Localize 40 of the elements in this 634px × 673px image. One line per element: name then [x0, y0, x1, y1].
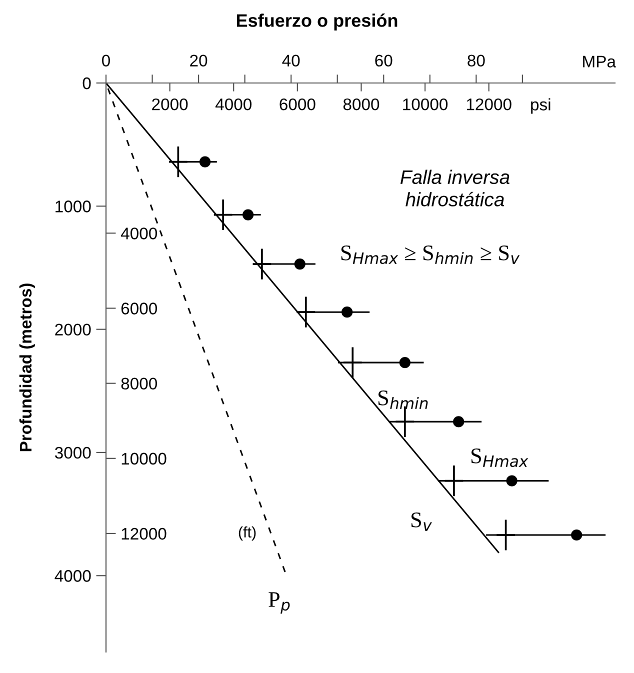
- x-tick-label: 40: [282, 54, 300, 67]
- annotation: Falla inversa hidrostática: [400, 170, 510, 206]
- point: [571, 529, 582, 541]
- x-tick-label: 60: [375, 54, 392, 67]
- point: [453, 416, 464, 428]
- y-tick-label: 0: [82, 77, 91, 90]
- annotation: S$_{v}$: [411, 512, 432, 531]
- y2-tick-label: 8000: [121, 378, 158, 390]
- x-tick-label: 80: [468, 54, 485, 67]
- x2-tick-label: 6000: [280, 98, 316, 110]
- y-axis-title: Profundidad (metros): [19, 284, 35, 452]
- x2-tick-label: 4000: [215, 98, 252, 110]
- y2-tick-label: 4000: [120, 228, 158, 240]
- y2-tick-label: 10000: [122, 452, 166, 465]
- point: [242, 209, 254, 220]
- point: [294, 258, 306, 270]
- x2-tick-label: 2000: [152, 98, 188, 110]
- point: [399, 357, 410, 368]
- y-tick-label: 1000: [56, 200, 91, 212]
- point: [199, 156, 211, 168]
- x-tick-label: 20: [190, 54, 208, 67]
- x-tick-label: 0: [102, 54, 110, 67]
- x2-axis-title: psi: [531, 98, 550, 114]
- y2-axis-title: (ft): [238, 526, 256, 541]
- point: [506, 475, 518, 486]
- x2-tick-label: 8000: [343, 98, 380, 110]
- annotation: S$_{hmin}$: [378, 390, 428, 409]
- annotation: P$_{p}$: [268, 592, 290, 614]
- y-tick-label: 3000: [54, 446, 91, 459]
- y-tick-label: 2000: [55, 324, 91, 336]
- x2-tick-label: 10000: [403, 98, 448, 110]
- x-axis-title: MPa: [583, 56, 616, 68]
- point: [342, 306, 353, 318]
- y-tick-label: 4000: [54, 570, 91, 582]
- annotation: S$_{Hmax}$ ≥ S$_{hmin}$ ≥ S$_{v}$: [341, 245, 520, 264]
- x2-tick-label: 12000: [466, 98, 512, 110]
- annotation: S$_{Hmax}$: [471, 448, 528, 468]
- y2-tick-label: 6000: [121, 302, 158, 314]
- y2-tick-label: 12000: [122, 528, 166, 540]
- chart-title: Esfuerzo o presión: [236, 14, 398, 30]
